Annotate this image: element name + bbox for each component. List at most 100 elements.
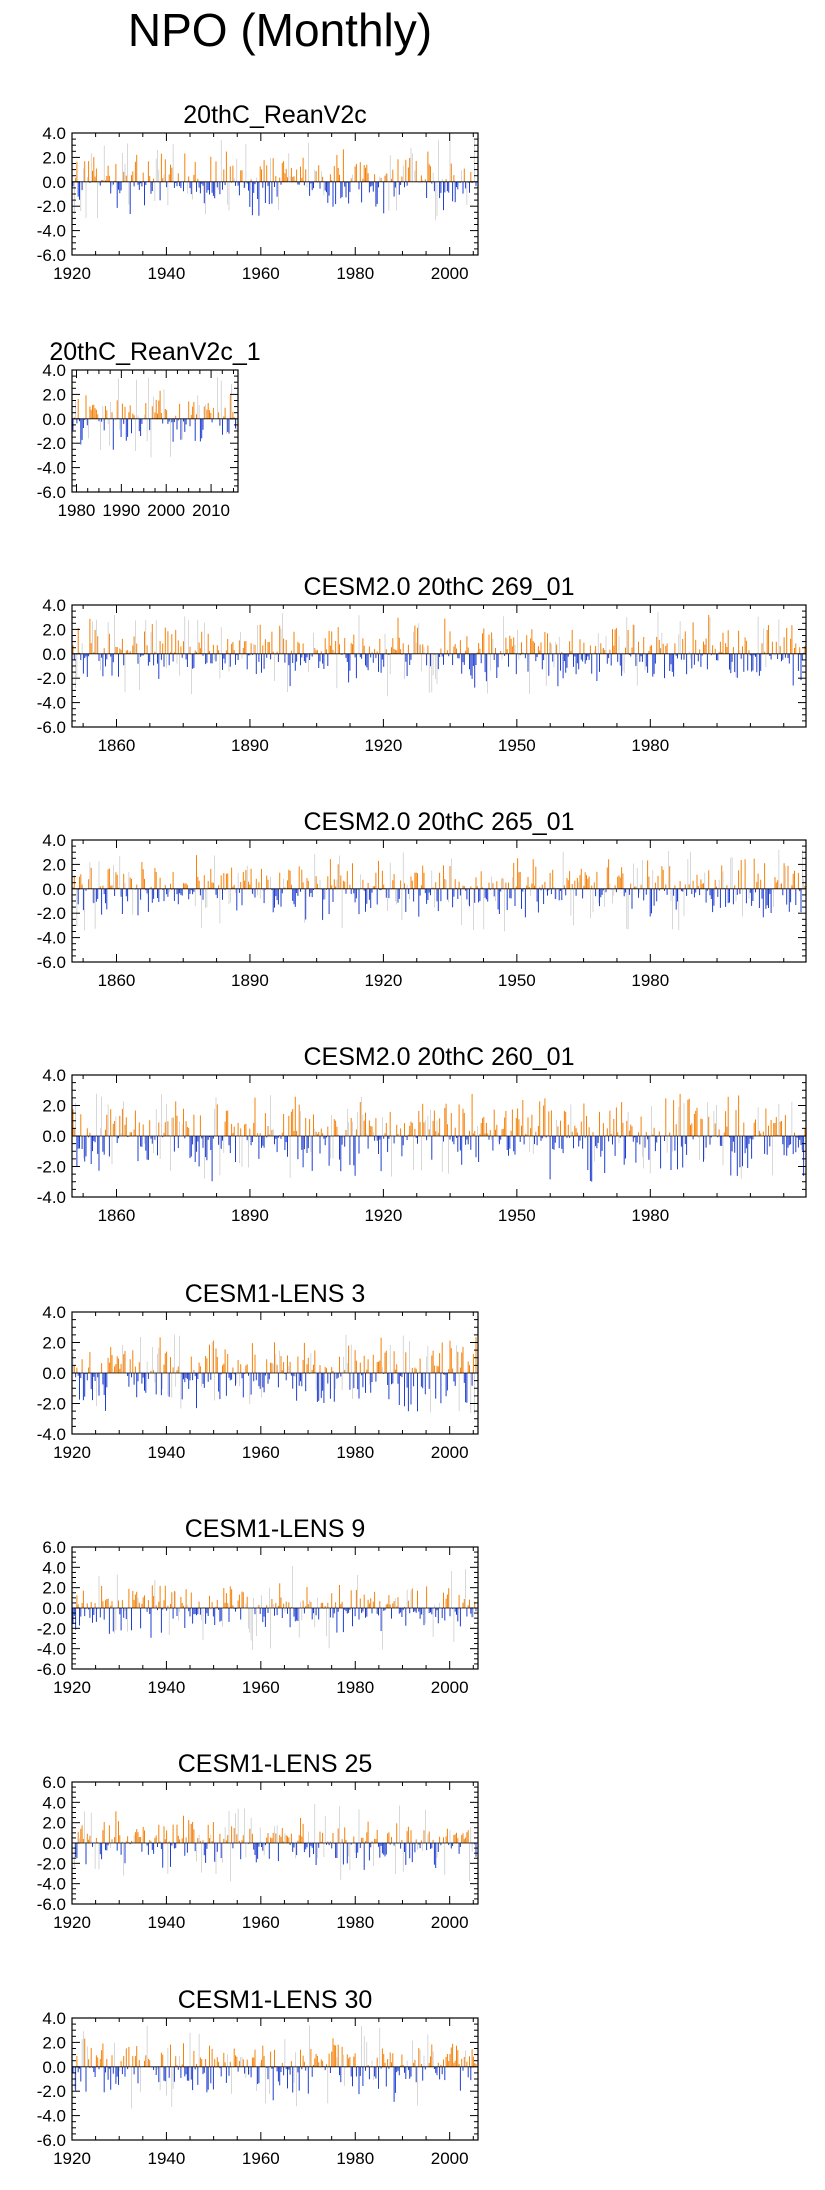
y-tick-label: -6.0	[37, 2131, 66, 2150]
panel-title: CESM1-LENS 3	[185, 1280, 366, 1308]
x-tick-label: 1960	[242, 1443, 280, 1462]
chart-panel: CESM2.0 20thC 260_01 4.0 2.0 0.0 -2.0 -4.0 186…	[37, 1043, 807, 1225]
y-tick-label: -6.0	[37, 953, 66, 972]
y-tick-label: 4.0	[42, 1793, 66, 1812]
y-tick-label: -4.0	[37, 222, 66, 241]
x-tick-label: 2000	[431, 264, 469, 283]
chart-panel: CESM2.0 20thC 265_01 4.0 2.0 0.0 -2.0 -4.0 -6.…	[37, 808, 807, 990]
panel-title: CESM1-LENS 25	[178, 1750, 373, 1778]
y-tick-label: 2.0	[42, 2033, 66, 2052]
x-tick-label: 1890	[231, 1206, 269, 1225]
y-tick-label: 4.0	[42, 124, 66, 143]
y-tick-label: -6.0	[37, 246, 66, 265]
plot-frame	[71, 604, 807, 728]
y-tick-label: -2.0	[37, 2082, 66, 2101]
y-tick-label: 2.0	[42, 1334, 66, 1353]
figure-title: NPO (Monthly)	[127, 4, 433, 56]
x-tick-label: 1920	[53, 264, 91, 283]
x-tick-label: 1960	[242, 1913, 280, 1932]
y-tick-label: 4.0	[42, 596, 66, 615]
y-tick-label: 0.0	[42, 1599, 66, 1618]
y-tick-label: 6.0	[42, 1773, 66, 1792]
chart-panel: CESM1-LENS 9 6.04.0 2.00.0-2.0 -4.0-6.01920…	[37, 1515, 479, 1697]
panel-title: 20thC_ReanV2c	[183, 101, 366, 129]
x-tick-label: 1920	[53, 2149, 91, 2168]
x-tick-label: 1940	[148, 1913, 186, 1932]
panel-title: CESM1-LENS 30	[178, 1986, 373, 2014]
y-tick-label: 0.0	[42, 410, 66, 429]
x-tick-label: 2000	[147, 501, 185, 520]
x-tick-label: 1920	[53, 1678, 91, 1697]
x-tick-label: 1980	[631, 736, 669, 755]
x-tick-label: 1980	[631, 1206, 669, 1225]
y-tick-label: 2.0	[42, 620, 66, 639]
y-tick-label: -4.0	[37, 929, 66, 948]
x-tick-label: 1980	[58, 501, 96, 520]
x-tick-label: 1920	[364, 971, 402, 990]
panel-title: CESM2.0 20thC 265_01	[303, 808, 574, 836]
y-tick-label: 0.0	[42, 1127, 66, 1146]
x-tick-label: 1960	[242, 264, 280, 283]
y-tick-label: 6.0	[42, 1538, 66, 1557]
y-tick-label: 2.0	[42, 385, 66, 404]
x-tick-label: 1990	[102, 501, 140, 520]
plot-frame	[71, 2017, 479, 2141]
plot-frame	[71, 369, 239, 493]
y-tick-label: 0.0	[42, 645, 66, 664]
y-tick-label: 2.0	[42, 148, 66, 167]
y-tick-label: 0.0	[42, 1834, 66, 1853]
y-tick-label: -2.0	[37, 1854, 66, 1873]
x-tick-label: 1980	[631, 971, 669, 990]
chart-panel: CESM1-LENS 25 6.04.0 2.00.0-2.0 -4.0-6.0192…	[37, 1750, 479, 1932]
x-tick-label: 1920	[53, 1443, 91, 1462]
y-tick-label: 2.0	[42, 1097, 66, 1116]
x-tick-label: 1960	[242, 2149, 280, 2168]
y-tick-label: 0.0	[42, 2058, 66, 2077]
y-tick-label: -4.0	[37, 1425, 66, 1444]
plot-frame	[71, 132, 479, 256]
x-tick-label: 2010	[192, 501, 230, 520]
y-tick-label: -4.0	[37, 1640, 66, 1659]
panel-title: CESM2.0 20thC 260_01	[303, 1043, 574, 1071]
x-tick-label: 1890	[231, 736, 269, 755]
y-tick-label: -2.0	[37, 669, 66, 688]
x-tick-label: 1980	[336, 1678, 374, 1697]
x-tick-label: 1940	[148, 2149, 186, 2168]
y-tick-label: -2.0	[37, 1619, 66, 1638]
x-tick-label: 1980	[336, 1443, 374, 1462]
y-tick-label: -2.0	[37, 197, 66, 216]
y-tick-label: -2.0	[37, 904, 66, 923]
x-tick-label: 1980	[336, 264, 374, 283]
panel-title: CESM2.0 20thC 269_01	[303, 573, 574, 601]
y-tick-label: 4.0	[42, 361, 66, 380]
y-tick-label: -4.0	[37, 2107, 66, 2126]
y-tick-label: 4.0	[42, 2009, 66, 2028]
y-tick-label: 4.0	[42, 1558, 66, 1577]
x-tick-label: 1860	[98, 1206, 136, 1225]
plot-frame	[71, 839, 807, 963]
x-tick-label: 1890	[231, 971, 269, 990]
chart-panel: CESM2.0 20thC 269_01 4.0 2.0 0.0 -2.0 -4.0 -6.…	[37, 573, 807, 755]
panel-title: 20thC_ReanV2c_1	[49, 338, 260, 366]
panel-title: CESM1-LENS 9	[185, 1515, 366, 1543]
y-tick-label: -6.0	[37, 1660, 66, 1679]
y-tick-label: -2.0	[37, 1158, 66, 1177]
x-tick-label: 2000	[431, 1443, 469, 1462]
x-tick-label: 1950	[498, 971, 536, 990]
x-tick-label: 1950	[498, 736, 536, 755]
y-tick-label: -6.0	[37, 1895, 66, 1914]
y-tick-label: -4.0	[37, 459, 66, 478]
y-tick-label: 2.0	[42, 855, 66, 874]
x-tick-label: 1980	[336, 1913, 374, 1932]
y-tick-label: 0.0	[42, 173, 66, 192]
y-tick-label: 0.0	[42, 880, 66, 899]
y-tick-label: 4.0	[42, 831, 66, 850]
y-tick-label: -4.0	[37, 1188, 66, 1207]
x-tick-label: 1940	[148, 264, 186, 283]
x-tick-label: 1950	[498, 1206, 536, 1225]
x-tick-label: 1860	[98, 971, 136, 990]
